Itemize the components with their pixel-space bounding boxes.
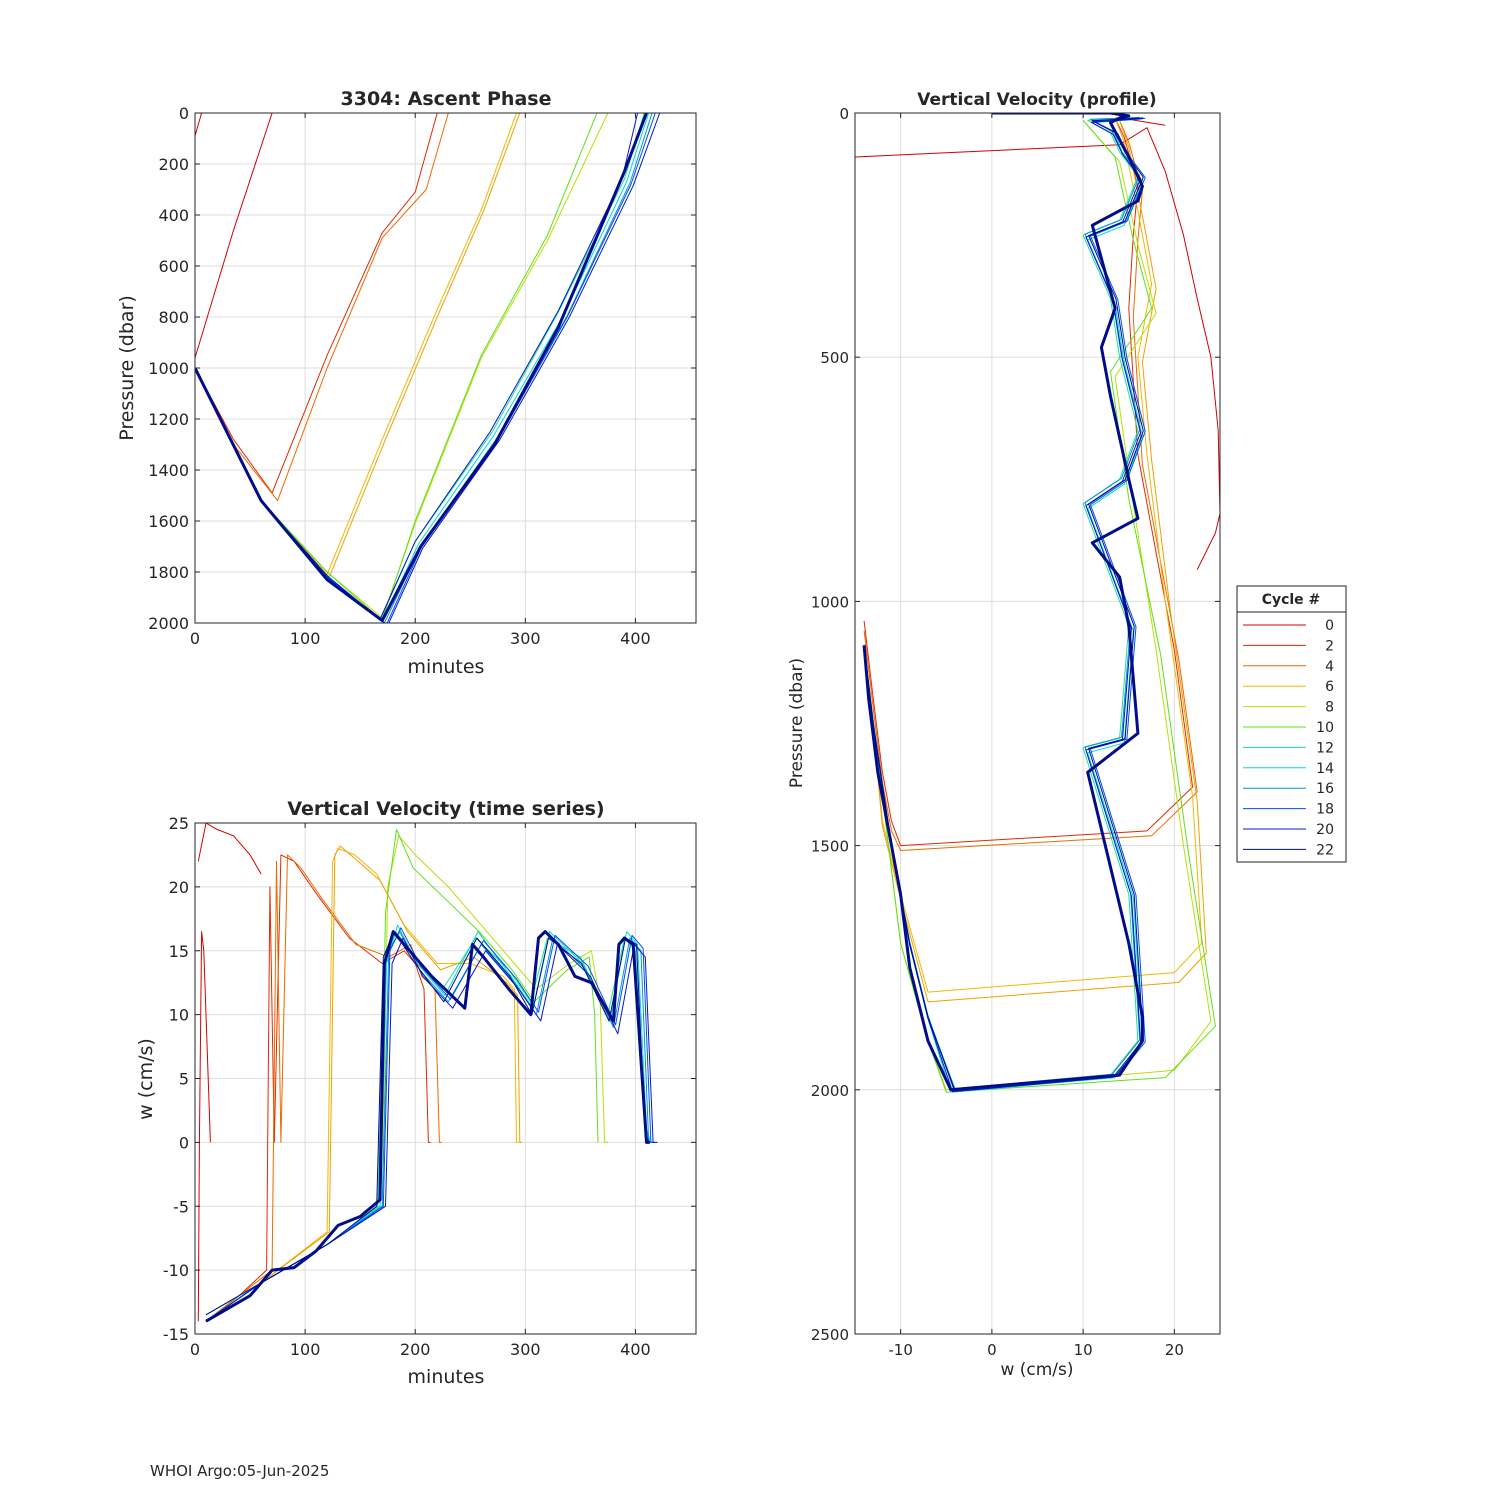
series-line [195, 113, 438, 494]
profile-title: Vertical Velocity (profile) [917, 90, 1156, 110]
series-line [205, 927, 656, 1322]
legend-label: 22 [1316, 842, 1334, 858]
y-tick-label: 1000 [811, 593, 849, 611]
legend-entries: 0 2 4 6 8 10 12 14 16 18 20 22 [1243, 618, 1334, 858]
ascent-series [195, 113, 661, 623]
ascent-ticks: 0 100 200 300 400 0 200 400 600 800 1000 1200 1400 16… [148, 104, 696, 648]
y-tick-label: 2000 [148, 614, 189, 633]
legend: Cycle # 0 2 4 6 8 10 12 14 16 18 20 22 [1236, 585, 1347, 863]
ascent-ylabel: Pressure (dbar) [116, 295, 138, 441]
y-tick-label: 20 [169, 878, 189, 897]
legend-label: 16 [1316, 781, 1334, 797]
footer-text: WHOI Argo:05-Jun-2025 [150, 1462, 329, 1480]
series-line [197, 931, 211, 1322]
x-tick-label: 10 [1074, 1341, 1093, 1359]
ts-series [197, 823, 658, 1323]
series-line [855, 127, 1220, 570]
x-tick-label: 20 [1165, 1341, 1184, 1359]
ts-ylabel: w (cm/s) [135, 1038, 157, 1120]
series-line [205, 854, 431, 1322]
profile-series [855, 113, 1220, 1093]
ts-xlabel: minutes [408, 1366, 485, 1388]
y-tick-label: 400 [158, 206, 189, 225]
profile-axes-box [854, 112, 1221, 1335]
legend-title: Cycle # [1262, 592, 1321, 608]
legend-label: 4 [1325, 659, 1334, 675]
legend-label: 12 [1316, 740, 1334, 756]
x-tick-label: 400 [620, 629, 651, 648]
x-tick-label: 200 [400, 1340, 431, 1359]
ascent-xlabel: minutes [408, 656, 485, 678]
y-tick-label: 0 [179, 1133, 189, 1152]
y-tick-label: -10 [163, 1261, 189, 1280]
y-tick-label: 1800 [148, 563, 189, 582]
legend-label: 6 [1325, 679, 1334, 695]
y-tick-label: 5 [179, 1070, 189, 1089]
ts-chart: 0 100 200 300 400 -15 -10 -5 0 5 10 15 20 25 Vertical… [135, 798, 697, 1388]
series-line [862, 113, 1144, 1092]
y-tick-label: 500 [820, 349, 849, 367]
y-tick-label: 15 [169, 942, 189, 961]
y-tick-label: 1000 [148, 359, 189, 378]
y-tick-label: 1400 [148, 461, 189, 480]
legend-label: 14 [1316, 761, 1334, 777]
y-tick-label: 10 [169, 1006, 189, 1025]
profile-chart: -10 0 10 20 0 500 1000 1500 2000 2500 Vertical Ve… [787, 90, 1221, 1380]
profile-grid [855, 112, 1220, 1335]
x-tick-label: 0 [987, 1341, 997, 1359]
legend-label: 20 [1316, 822, 1334, 838]
y-tick-label: 800 [158, 308, 189, 327]
ascent-chart: 0 100 200 300 400 0 200 400 600 800 1000 1200 1400 16… [116, 88, 697, 678]
series-line [205, 845, 522, 1322]
legend-label: 10 [1316, 720, 1334, 736]
y-tick-label: 1200 [148, 410, 189, 429]
x-tick-label: -10 [888, 1341, 913, 1359]
series-line [197, 823, 262, 875]
y-tick-label: 0 [179, 104, 189, 123]
x-tick-label: 100 [290, 629, 321, 648]
x-tick-label: 0 [190, 629, 200, 648]
legend-label: 18 [1316, 802, 1334, 818]
y-tick-label: 1500 [811, 838, 849, 856]
x-tick-label: 0 [190, 1340, 200, 1359]
series-line [195, 113, 203, 137]
series-line [863, 120, 1207, 1003]
x-tick-label: 300 [510, 1340, 541, 1359]
series-line [863, 119, 1216, 1093]
legend-label: 2 [1325, 638, 1334, 654]
y-tick-label: -15 [163, 1325, 189, 1344]
legend-box [1236, 585, 1347, 863]
legend-label: 8 [1325, 700, 1334, 716]
y-tick-label: 600 [158, 257, 189, 276]
y-tick-label: 25 [169, 814, 189, 833]
ascent-title: 3304: Ascent Phase [341, 88, 552, 110]
y-tick-label: -5 [173, 1197, 189, 1216]
y-tick-label: 1600 [148, 512, 189, 531]
profile-ylabel: Pressure (dbar) [787, 658, 807, 788]
y-tick-label: 2500 [811, 1326, 849, 1344]
profile-xlabel: w (cm/s) [1000, 1360, 1073, 1380]
ts-title: Vertical Velocity (time series) [287, 798, 604, 820]
x-tick-label: 300 [510, 629, 541, 648]
profile-ticks: -10 0 10 20 0 500 1000 1500 2000 2500 [811, 105, 1220, 1359]
y-tick-label: 200 [158, 155, 189, 174]
series-line [205, 930, 650, 1323]
profile-plot-area [855, 113, 1220, 1334]
x-tick-label: 400 [620, 1340, 651, 1359]
legend-label: 0 [1325, 618, 1334, 634]
y-tick-label: 2000 [811, 1082, 849, 1100]
ts-ticks: 0 100 200 300 400 -15 -10 -5 0 5 10 15 20 25 [163, 814, 696, 1359]
x-tick-label: 200 [400, 629, 431, 648]
y-tick-label: 0 [839, 105, 849, 123]
series-line [195, 113, 648, 622]
series-line [195, 113, 273, 358]
ascent-grid [194, 112, 696, 624]
x-tick-label: 100 [290, 1340, 321, 1359]
